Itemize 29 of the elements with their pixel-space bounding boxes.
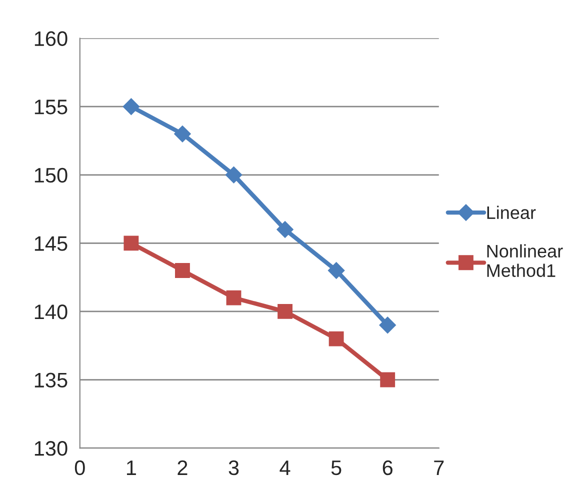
y-tick-label: 135 (34, 372, 68, 388)
point (278, 304, 292, 319)
x-tick-label: 3 (228, 460, 239, 476)
point (225, 166, 242, 184)
point (124, 236, 139, 251)
y-tick-label: 160 (34, 31, 68, 46)
x-tick-label: 4 (280, 460, 290, 475)
point (174, 126, 191, 142)
legend-label: Linear (487, 206, 536, 220)
x-tick-label: 1 (126, 460, 136, 475)
point (380, 372, 396, 388)
point (328, 331, 344, 346)
point (226, 290, 242, 306)
x-tick-label: 6 (382, 460, 392, 476)
point (276, 221, 294, 238)
y-tick-label: 140 (34, 304, 68, 320)
x-tick-label: 2 (178, 460, 188, 475)
y-tick-label: 145 (34, 236, 68, 251)
y-tick-label: 155 (34, 100, 68, 114)
x-tick-label: 5 (331, 460, 342, 476)
point (379, 316, 396, 334)
x-tick-label: 7 (434, 460, 444, 475)
x-tick-label: 0 (74, 460, 85, 476)
y-tick-label: 150 (34, 168, 68, 183)
point (328, 262, 345, 279)
point (175, 263, 190, 278)
legend-label: Nonlinear Method1 (487, 244, 563, 277)
y-tick-label: 130 (34, 441, 68, 456)
point (122, 98, 140, 115)
